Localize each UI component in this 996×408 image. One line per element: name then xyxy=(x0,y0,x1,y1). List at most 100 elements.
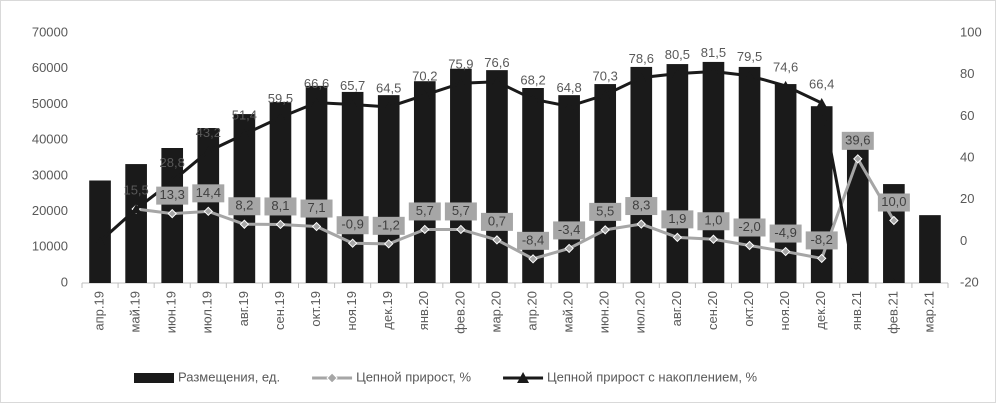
y-tick-label: 50000 xyxy=(32,96,68,111)
label-bg xyxy=(625,197,658,216)
bar xyxy=(450,68,472,283)
data-label: 39,6 xyxy=(845,132,870,147)
y2-tick-label: -20 xyxy=(960,274,979,289)
data-label: 64,5 xyxy=(376,80,401,95)
data-label: 66,4 xyxy=(809,76,834,91)
x-tick-label: авг.19 xyxy=(236,291,251,326)
x-tick-label: июл.19 xyxy=(200,291,215,333)
data-label: 76,6 xyxy=(484,55,509,70)
bar xyxy=(413,81,436,283)
x-tick-label: сен.19 xyxy=(272,291,287,330)
marker xyxy=(528,254,538,264)
label-bg xyxy=(805,231,838,250)
data-label: 28,8 xyxy=(160,155,185,170)
data-label: 74,6 xyxy=(773,59,798,74)
marker xyxy=(347,238,358,248)
x-tick-label: ноя.20 xyxy=(777,291,792,331)
line xyxy=(135,155,896,261)
marker xyxy=(708,66,719,76)
data-label: 13,3 xyxy=(160,187,185,202)
marker xyxy=(600,225,610,235)
data-label: 70,3 xyxy=(593,68,618,83)
label-bg xyxy=(697,212,730,231)
legend-swatch xyxy=(134,373,174,383)
marker xyxy=(853,154,863,164)
label-bg xyxy=(841,131,874,150)
marker xyxy=(275,219,286,230)
marker xyxy=(311,97,322,107)
data-label: 80,5 xyxy=(665,47,690,62)
label-bg xyxy=(877,193,910,212)
label-bg xyxy=(480,212,513,231)
x-tick-label: мар.21 xyxy=(921,291,936,332)
label-bg xyxy=(228,197,261,216)
label-bg xyxy=(372,216,405,235)
y-tick-label: 20000 xyxy=(32,203,68,218)
y2-tick-label: 0 xyxy=(960,233,967,248)
marker xyxy=(203,206,213,217)
marker xyxy=(780,80,791,90)
x-tick-label: фев.21 xyxy=(885,291,900,334)
marker xyxy=(564,243,574,254)
data-label: 78,6 xyxy=(629,51,654,66)
marker xyxy=(672,68,683,78)
marker xyxy=(889,215,899,226)
legend-label: Цепной прирост, % xyxy=(356,369,471,384)
y2-tick-label: 100 xyxy=(960,24,982,39)
legend-marker xyxy=(326,372,338,384)
data-label: 79,5 xyxy=(737,49,762,64)
bar xyxy=(919,215,941,283)
bar xyxy=(269,101,292,283)
data-label: 5,7 xyxy=(416,203,434,218)
data-label: 8,3 xyxy=(632,197,650,212)
marker xyxy=(636,219,646,229)
x-tick-label: июн.20 xyxy=(597,291,612,333)
marker xyxy=(384,239,394,249)
bar xyxy=(341,91,364,283)
marker xyxy=(491,76,502,86)
x-tick-label: июл.20 xyxy=(633,291,648,333)
y2-tick-label: 60 xyxy=(960,108,974,123)
x-tick-label: янв.20 xyxy=(416,291,431,330)
x-tick-label: янв.21 xyxy=(849,291,864,330)
data-label: 70,2 xyxy=(412,69,437,84)
y2-tick-label: 20 xyxy=(960,191,974,206)
label-bg xyxy=(156,186,189,205)
x-tick-label: ноя.19 xyxy=(344,291,359,331)
marker xyxy=(239,219,250,229)
y-tick-label: 60000 xyxy=(32,60,68,75)
x-tick-label: окт.19 xyxy=(308,291,323,327)
marker xyxy=(456,224,466,235)
label-bg xyxy=(300,199,333,218)
x-tick-label: фев.20 xyxy=(452,291,467,334)
x-tick-label: окт.20 xyxy=(741,291,756,327)
y2-tick-label: 80 xyxy=(960,66,974,81)
y2-tick-label: 40 xyxy=(960,149,974,164)
marker xyxy=(131,204,142,214)
data-label: 0,7 xyxy=(488,213,506,228)
data-label: 65,7 xyxy=(340,78,365,93)
label-bg xyxy=(264,197,297,216)
data-label: -4,9 xyxy=(774,225,796,240)
legend-label: Цепной прирост с накоплением, % xyxy=(547,369,757,384)
x-tick-label: июн.19 xyxy=(164,291,179,333)
data-label: -0,9 xyxy=(341,217,363,232)
marker xyxy=(167,176,178,186)
data-label: 1,9 xyxy=(668,211,686,226)
marker xyxy=(167,208,177,219)
marker xyxy=(420,224,430,235)
data-label: 66,6 xyxy=(304,76,329,91)
data-label: 43,2 xyxy=(196,125,221,140)
label-bg xyxy=(589,202,622,221)
bar xyxy=(738,66,761,283)
label-bg xyxy=(733,218,766,237)
marker xyxy=(636,72,647,82)
x-tick-label: май.19 xyxy=(128,291,143,333)
marker xyxy=(203,146,214,156)
marker xyxy=(528,94,539,104)
data-label: 8,1 xyxy=(271,198,289,213)
data-label: -8,2 xyxy=(811,232,833,247)
label-bg xyxy=(408,202,441,221)
label-bg xyxy=(553,221,586,240)
marker xyxy=(817,253,827,264)
